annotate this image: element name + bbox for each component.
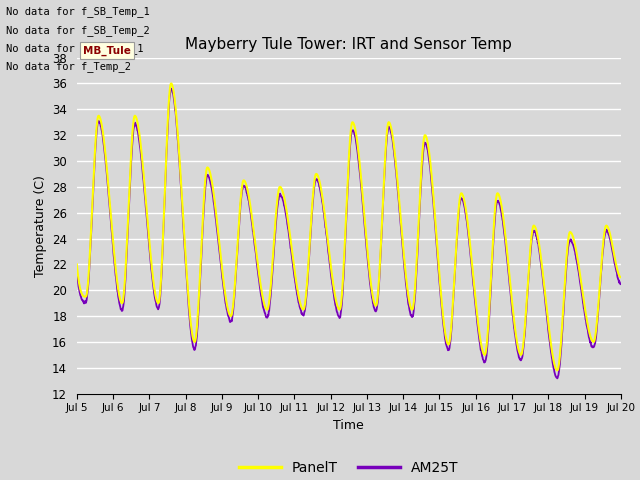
Text: No data for f_SB_Temp_2: No data for f_SB_Temp_2 — [6, 24, 150, 36]
Title: Mayberry Tule Tower: IRT and Sensor Temp: Mayberry Tule Tower: IRT and Sensor Temp — [186, 37, 512, 52]
Text: No data for f_Temp_2: No data for f_Temp_2 — [6, 61, 131, 72]
Text: No data for f_SB_Temp_1: No data for f_SB_Temp_1 — [6, 6, 150, 17]
Text: No data for f_V_Temp_1: No data for f_V_Temp_1 — [6, 43, 144, 54]
Legend: PanelT, AM25T: PanelT, AM25T — [234, 456, 464, 480]
X-axis label: Time: Time — [333, 419, 364, 432]
Y-axis label: Temperature (C): Temperature (C) — [33, 175, 47, 276]
Text: MB_Tule: MB_Tule — [83, 45, 131, 56]
